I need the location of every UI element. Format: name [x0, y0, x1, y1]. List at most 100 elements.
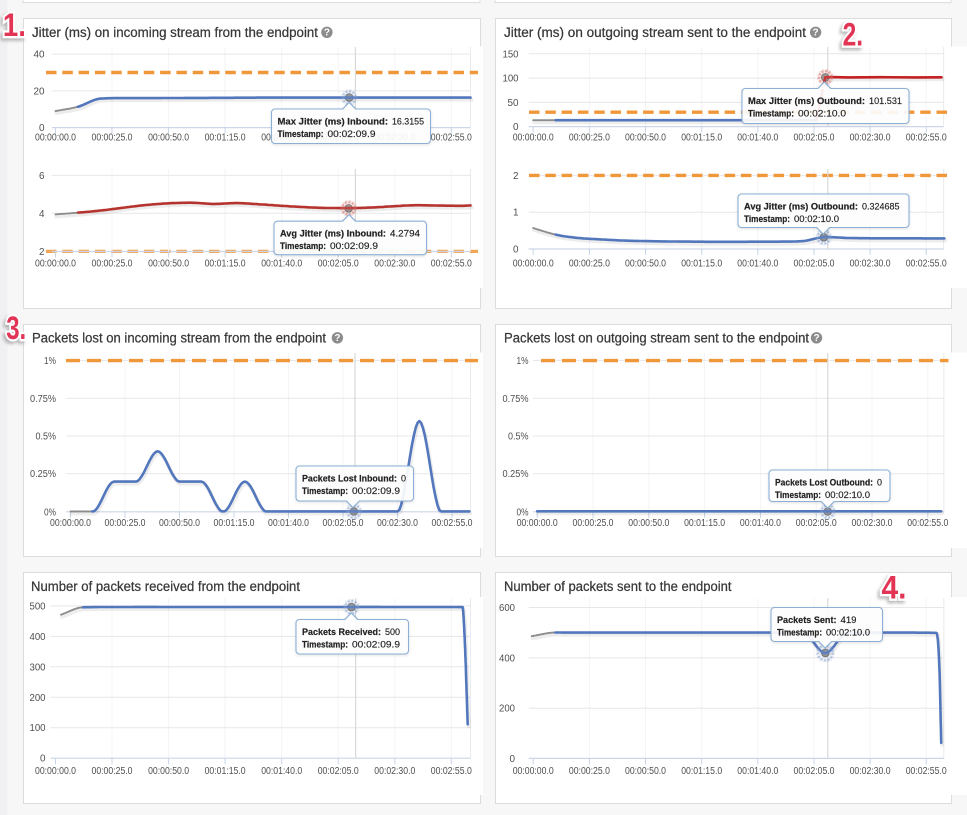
svg-text:00:01:40.0: 00:01:40.0	[740, 518, 781, 529]
svg-text:00:00:50.0: 00:00:50.0	[625, 766, 666, 777]
svg-text:500: 500	[385, 627, 400, 638]
svg-text:00:02:30.0: 00:02:30.0	[852, 518, 893, 529]
svg-text:2: 2	[39, 247, 45, 258]
svg-text:00:00:50.0: 00:00:50.0	[625, 259, 666, 270]
svg-text:00:02:55.0: 00:02:55.0	[431, 766, 472, 777]
svg-text:101.531: 101.531	[869, 96, 902, 107]
svg-text:00:00:25.0: 00:00:25.0	[569, 259, 610, 270]
svg-text:00:02:30.0: 00:02:30.0	[377, 518, 418, 529]
svg-text:Avg Jitter (ms) Outbound:: Avg Jitter (ms) Outbound:	[744, 201, 858, 212]
svg-text:00:02:09.9: 00:02:09.9	[330, 241, 378, 252]
svg-text:00:00:00.0: 00:00:00.0	[513, 259, 554, 270]
svg-text:00:00:25.0: 00:00:25.0	[569, 133, 610, 144]
svg-text:00:00:50.0: 00:00:50.0	[625, 133, 666, 144]
svg-text:20: 20	[34, 86, 45, 97]
svg-text:00:01:15.0: 00:01:15.0	[205, 133, 246, 144]
svg-text:00:02:05.0: 00:02:05.0	[318, 766, 359, 777]
svg-text:400: 400	[499, 653, 515, 664]
svg-text:400: 400	[30, 632, 46, 643]
svg-text:Timestamp:: Timestamp:	[777, 627, 822, 638]
svg-text:1.: 1.	[3, 7, 26, 43]
svg-text:0: 0	[510, 754, 516, 765]
svg-text:00:01:40.0: 00:01:40.0	[737, 259, 778, 270]
svg-text:4.2794: 4.2794	[390, 229, 420, 240]
svg-text:00:02:05.0: 00:02:05.0	[794, 766, 835, 777]
svg-text:0.25%: 0.25%	[30, 469, 56, 480]
svg-text:00:02:05.0: 00:02:05.0	[318, 259, 359, 270]
svg-text:3.: 3.	[6, 310, 26, 346]
svg-text:Timestamp:: Timestamp:	[775, 490, 821, 501]
svg-text:0.5%: 0.5%	[508, 432, 529, 443]
svg-text:Jitter (ms) on outgoing stream: Jitter (ms) on outgoing stream sent to t…	[504, 25, 806, 40]
svg-text:00:01:15.0: 00:01:15.0	[681, 766, 722, 777]
svg-text:00:02:30.0: 00:02:30.0	[850, 766, 891, 777]
svg-text:200: 200	[30, 693, 46, 704]
svg-text:00:02:10.0: 00:02:10.0	[794, 214, 839, 225]
svg-text:Packets Lost Outbound:: Packets Lost Outbound:	[775, 477, 873, 488]
svg-text:150: 150	[503, 49, 519, 60]
svg-text:00:01:40.0: 00:01:40.0	[261, 259, 302, 270]
svg-text:00:02:05.0: 00:02:05.0	[796, 518, 837, 529]
svg-text:00:00:00.0: 00:00:00.0	[513, 133, 554, 144]
svg-text:00:01:40.0: 00:01:40.0	[737, 766, 778, 777]
svg-text:0%: 0%	[517, 507, 529, 518]
svg-text:?: ?	[813, 28, 819, 39]
svg-text:Number of packets received fro: Number of packets received from the endp…	[31, 579, 300, 594]
svg-text:Packets Sent:: Packets Sent:	[777, 615, 837, 626]
svg-text:0.75%: 0.75%	[30, 394, 56, 405]
svg-text:00:00:50.0: 00:00:50.0	[148, 133, 189, 144]
svg-text:1%: 1%	[517, 356, 529, 367]
svg-text:Max Jitter (ms) Outbound:: Max Jitter (ms) Outbound:	[748, 96, 865, 107]
svg-text:00:00:25.0: 00:00:25.0	[573, 518, 614, 529]
svg-text:00:02:09.9: 00:02:09.9	[352, 639, 400, 650]
svg-text:00:00:00.0: 00:00:00.0	[35, 259, 76, 270]
svg-text:00:01:15.0: 00:01:15.0	[681, 133, 722, 144]
svg-text:Timestamp:: Timestamp:	[302, 639, 348, 650]
svg-text:0: 0	[877, 477, 882, 488]
svg-text:00:01:15.0: 00:01:15.0	[205, 259, 246, 270]
svg-text:00:00:50.0: 00:00:50.0	[148, 259, 189, 270]
svg-text:500: 500	[30, 601, 46, 612]
svg-text:40: 40	[34, 50, 45, 61]
svg-text:00:00:25.0: 00:00:25.0	[569, 766, 610, 777]
svg-text:00:01:15.0: 00:01:15.0	[684, 518, 725, 529]
svg-text:00:01:15.0: 00:01:15.0	[214, 518, 255, 529]
svg-text:00:02:05.0: 00:02:05.0	[794, 133, 835, 144]
svg-text:Avg Jitter (ms) Inbound:: Avg Jitter (ms) Inbound:	[280, 229, 386, 240]
svg-text:Timestamp:: Timestamp:	[744, 214, 790, 225]
svg-text:0.25%: 0.25%	[503, 469, 529, 480]
svg-text:?: ?	[813, 333, 819, 344]
svg-text:00:02:55.0: 00:02:55.0	[906, 766, 947, 777]
svg-text:0: 0	[401, 473, 406, 484]
svg-text:4.: 4.	[882, 570, 907, 606]
svg-text:00:02:55.0: 00:02:55.0	[431, 259, 472, 270]
svg-text:00:00:50.0: 00:00:50.0	[159, 518, 200, 529]
svg-text:00:02:09.9: 00:02:09.9	[328, 129, 376, 140]
svg-text:00:02:05.0: 00:02:05.0	[794, 259, 835, 270]
svg-text:00:02:55.0: 00:02:55.0	[907, 518, 948, 529]
svg-text:00:01:15.0: 00:01:15.0	[205, 766, 246, 777]
svg-text:00:02:30.0: 00:02:30.0	[850, 133, 891, 144]
svg-text:00:00:50.0: 00:00:50.0	[628, 518, 669, 529]
svg-text:00:01:40.0: 00:01:40.0	[737, 133, 778, 144]
svg-text:00:02:55.0: 00:02:55.0	[432, 518, 473, 529]
svg-text:Jitter (ms) on incoming stream: Jitter (ms) on incoming stream from the …	[32, 25, 318, 40]
svg-text:00:00:00.0: 00:00:00.0	[35, 766, 76, 777]
svg-text:00:02:05.0: 00:02:05.0	[323, 518, 364, 529]
svg-text:0: 0	[513, 122, 519, 133]
svg-text:Packets Received:: Packets Received:	[302, 627, 381, 638]
svg-text:600: 600	[499, 603, 515, 614]
svg-text:0.324685: 0.324685	[862, 201, 900, 212]
svg-text:00:02:10.0: 00:02:10.0	[798, 108, 846, 119]
svg-text:00:02:10.0: 00:02:10.0	[825, 490, 870, 501]
svg-text:00:02:55.0: 00:02:55.0	[906, 133, 947, 144]
svg-text:0: 0	[40, 754, 46, 765]
svg-text:00:00:25.0: 00:00:25.0	[92, 259, 133, 270]
svg-text:1%: 1%	[44, 356, 56, 367]
svg-text:Packets lost on incoming strea: Packets lost on incoming stream from the…	[32, 331, 326, 346]
svg-text:00:00:00.0: 00:00:00.0	[50, 518, 91, 529]
svg-text:00:00:50.0: 00:00:50.0	[148, 766, 189, 777]
svg-text:1: 1	[513, 208, 519, 219]
svg-text:Timestamp:: Timestamp:	[302, 486, 348, 497]
svg-text:00:00:00.0: 00:00:00.0	[517, 518, 558, 529]
